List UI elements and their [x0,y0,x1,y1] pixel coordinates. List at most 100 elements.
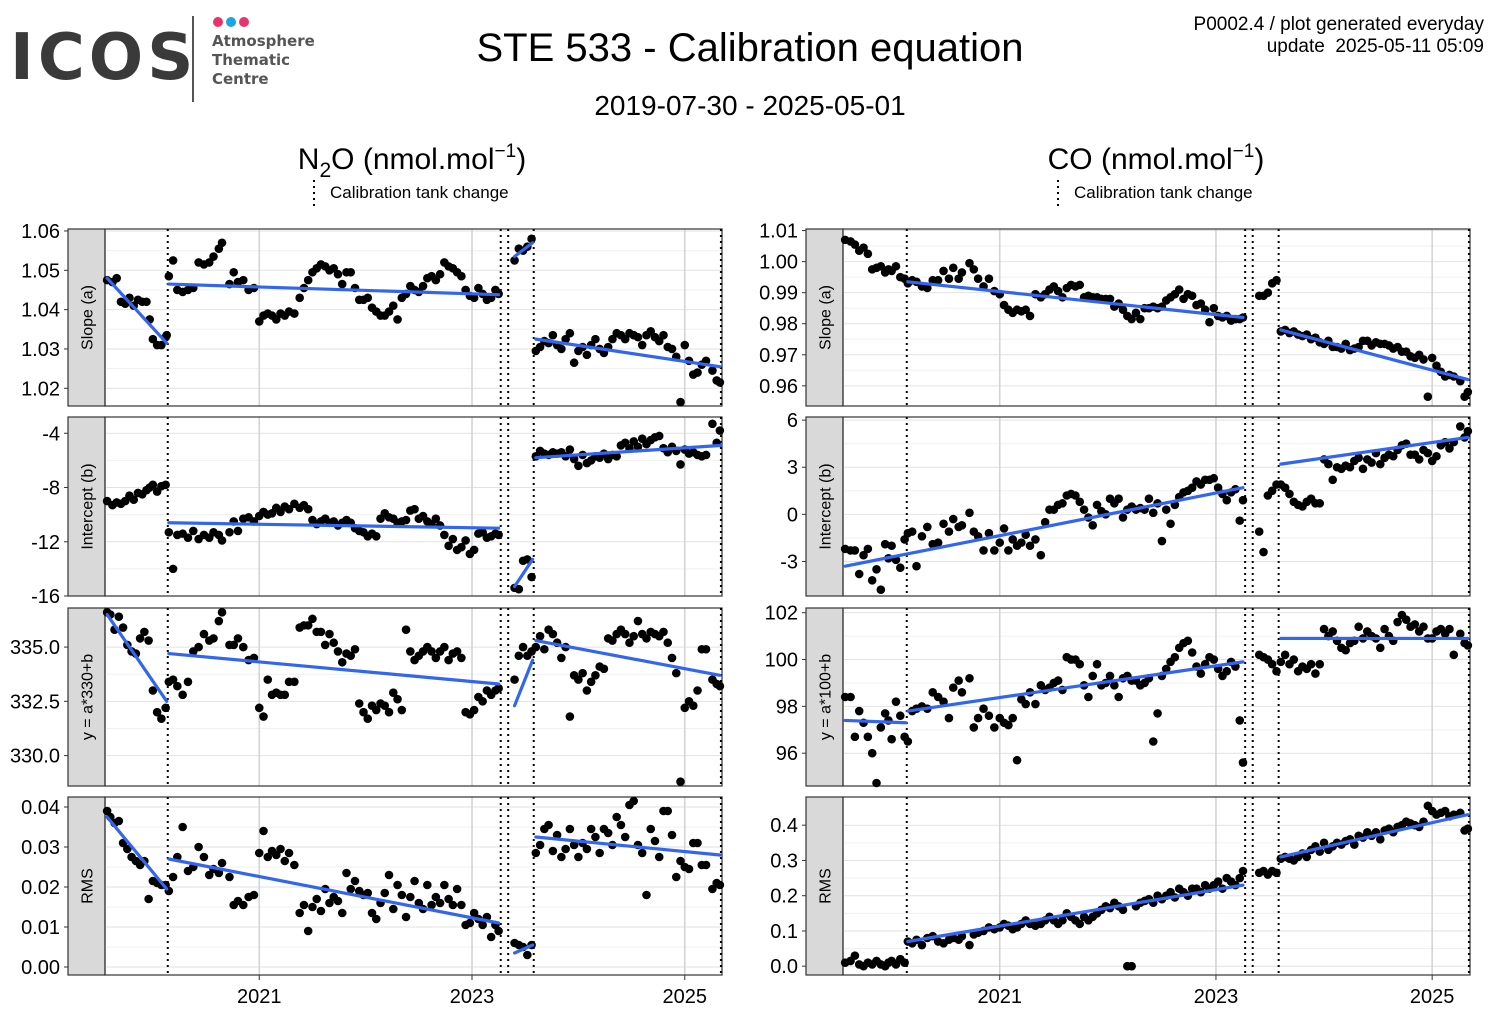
data-point [263,852,273,862]
data-point [1079,505,1089,514]
data-point [667,344,677,354]
data-point [540,644,549,654]
data-point [1272,868,1281,878]
fit-line [534,638,722,677]
data-point [1324,459,1333,469]
data-point [646,824,656,834]
data-point [431,514,441,524]
data-point [478,697,487,706]
data-point [544,820,553,830]
data-point [397,705,407,715]
data-point [854,706,864,716]
y-tick-label: 1.03 [21,339,60,361]
data-point [410,504,419,514]
data-point [350,644,360,654]
data-point [891,261,901,271]
data-point [494,926,503,936]
data-point [957,688,967,697]
data-point [214,616,224,626]
data-point [1092,500,1102,510]
data-point [1105,671,1115,681]
fit-line [167,282,501,297]
data-point [1196,299,1206,308]
data-point [872,565,881,574]
data-point [359,707,368,717]
data-point [912,561,921,571]
y-tick-label: 0.02 [21,877,60,899]
data-point [667,653,677,663]
data-point [872,778,881,788]
data-point [1445,444,1454,453]
data-point [1058,916,1067,925]
data-point [142,297,151,307]
data-point [384,870,394,880]
y-tick-label: 96 [776,743,798,765]
data-point [680,703,690,713]
fit-line [512,943,535,955]
data-point [887,734,896,744]
data-point [1367,458,1376,467]
title-species: N [298,143,320,176]
data-point [494,684,503,693]
data-point [582,844,592,854]
data-point [478,920,487,930]
data-point [1161,664,1171,674]
data-point [1040,517,1050,527]
chart-title: CO (nmol.mol−1) [1048,141,1265,176]
data-point [1388,451,1398,461]
data-point [469,705,479,715]
data-point [1144,494,1154,503]
panel-strip-label: RMS [818,868,835,904]
data-point [548,629,558,639]
data-point [1267,486,1277,496]
data-point [973,713,983,723]
icos-logo: ICOS Atmosphere Thematic Centre [10,14,330,104]
data-point [1419,355,1428,364]
data-point [414,898,424,908]
data-point [1393,617,1402,627]
data-point [397,890,407,900]
x-tick-label: 2023 [450,986,495,1008]
data-point [676,777,685,786]
data-point [444,894,453,904]
fit-line [534,337,722,369]
data-point [188,526,198,536]
data-point [1118,305,1128,315]
data-point [557,653,566,663]
fit-line [1279,435,1470,466]
data-point [1315,499,1325,508]
data-point [1196,669,1206,678]
data-point [561,334,570,344]
data-point [917,532,927,541]
data-point [574,675,583,684]
data-point [561,844,570,854]
data-point [1209,655,1219,664]
data-point [238,275,248,285]
data-point [290,309,299,318]
x-tick-label: 2021 [978,986,1023,1008]
data-point [346,651,356,661]
panel-border [104,607,723,787]
data-point [161,703,170,713]
data-point [654,852,664,862]
data-point [1235,873,1245,883]
data-point [582,350,592,360]
data-point [1153,709,1162,718]
data-point [642,634,651,643]
data-point [633,332,643,342]
data-point [523,950,532,960]
data-point [903,737,913,746]
data-point [1354,453,1363,463]
data-point [1209,473,1219,483]
fit-line [167,857,501,925]
data-point [1036,550,1046,560]
data-point [469,908,479,918]
data-point [444,655,453,665]
data-point [923,283,932,293]
data-point [1118,905,1128,915]
panel-1: Intercept (b) -16 -12 -8 -4 [31,416,725,608]
data-point [984,528,994,538]
title-superscript: −1 [495,141,517,162]
data-point [259,826,268,836]
y-tick-label: -3 [780,551,798,573]
